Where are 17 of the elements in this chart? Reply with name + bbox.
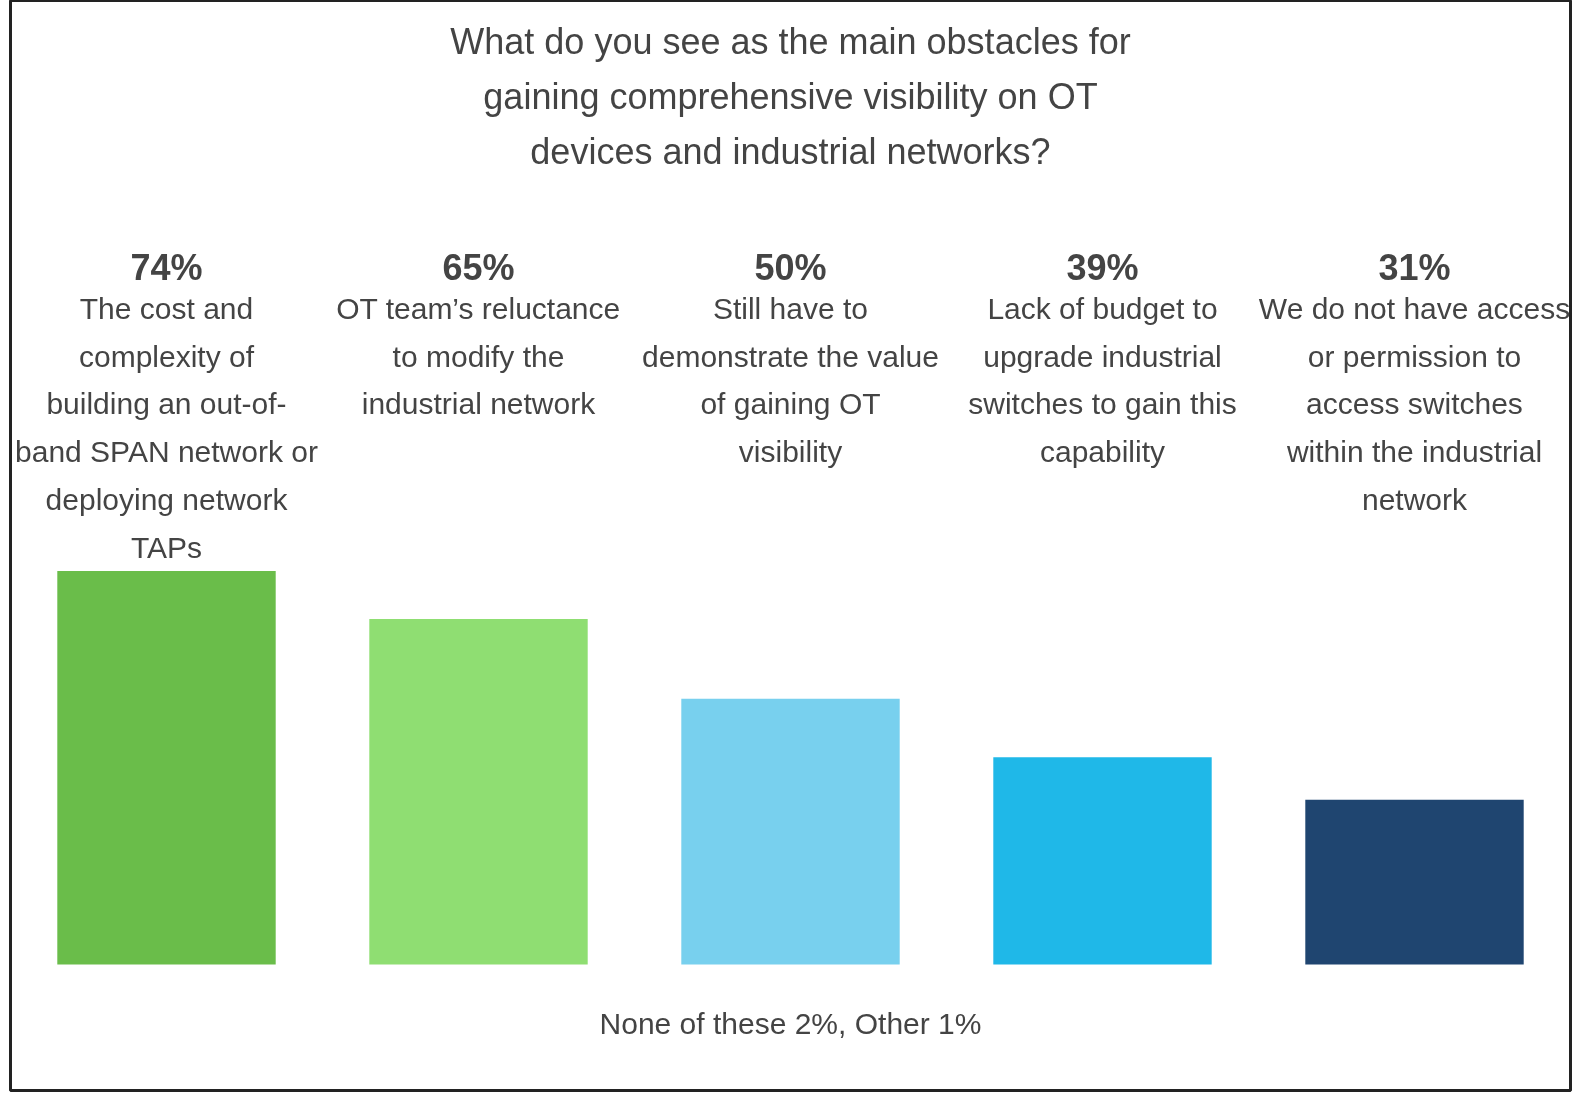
bar <box>993 757 1212 965</box>
x-tick-label: We do not have access or permission to access switches within the industrial network <box>1258 291 1571 517</box>
data-label: 39% <box>1066 246 1139 288</box>
bar <box>681 698 900 965</box>
text: None of these 2%, Other 1% <box>599 1007 982 1041</box>
data-label: 31% <box>1378 246 1451 288</box>
data-label: 50% <box>754 246 827 288</box>
x-tick-label: Lack of budget to upgrade industrial switches to gain this capability <box>968 291 1237 469</box>
bar <box>1305 799 1524 965</box>
data-label: 74% <box>130 246 203 288</box>
bar <box>369 618 588 965</box>
x-tick-label: OT team’s reluctance to modify the industrial network <box>336 291 621 421</box>
bar <box>57 571 276 965</box>
data-label: 65% <box>442 246 515 288</box>
x-tick-label: Still have to demonstrate the value of gaining OT visibility <box>642 291 939 469</box>
chart-title: What do you see as the main obstacles for gaining comprehensive visibility on OT devices and industrial networks? <box>450 20 1131 173</box>
x-tick-label: The cost and complexity of building an out-of-band SPAN network or deploying network TAPs <box>15 291 318 565</box>
